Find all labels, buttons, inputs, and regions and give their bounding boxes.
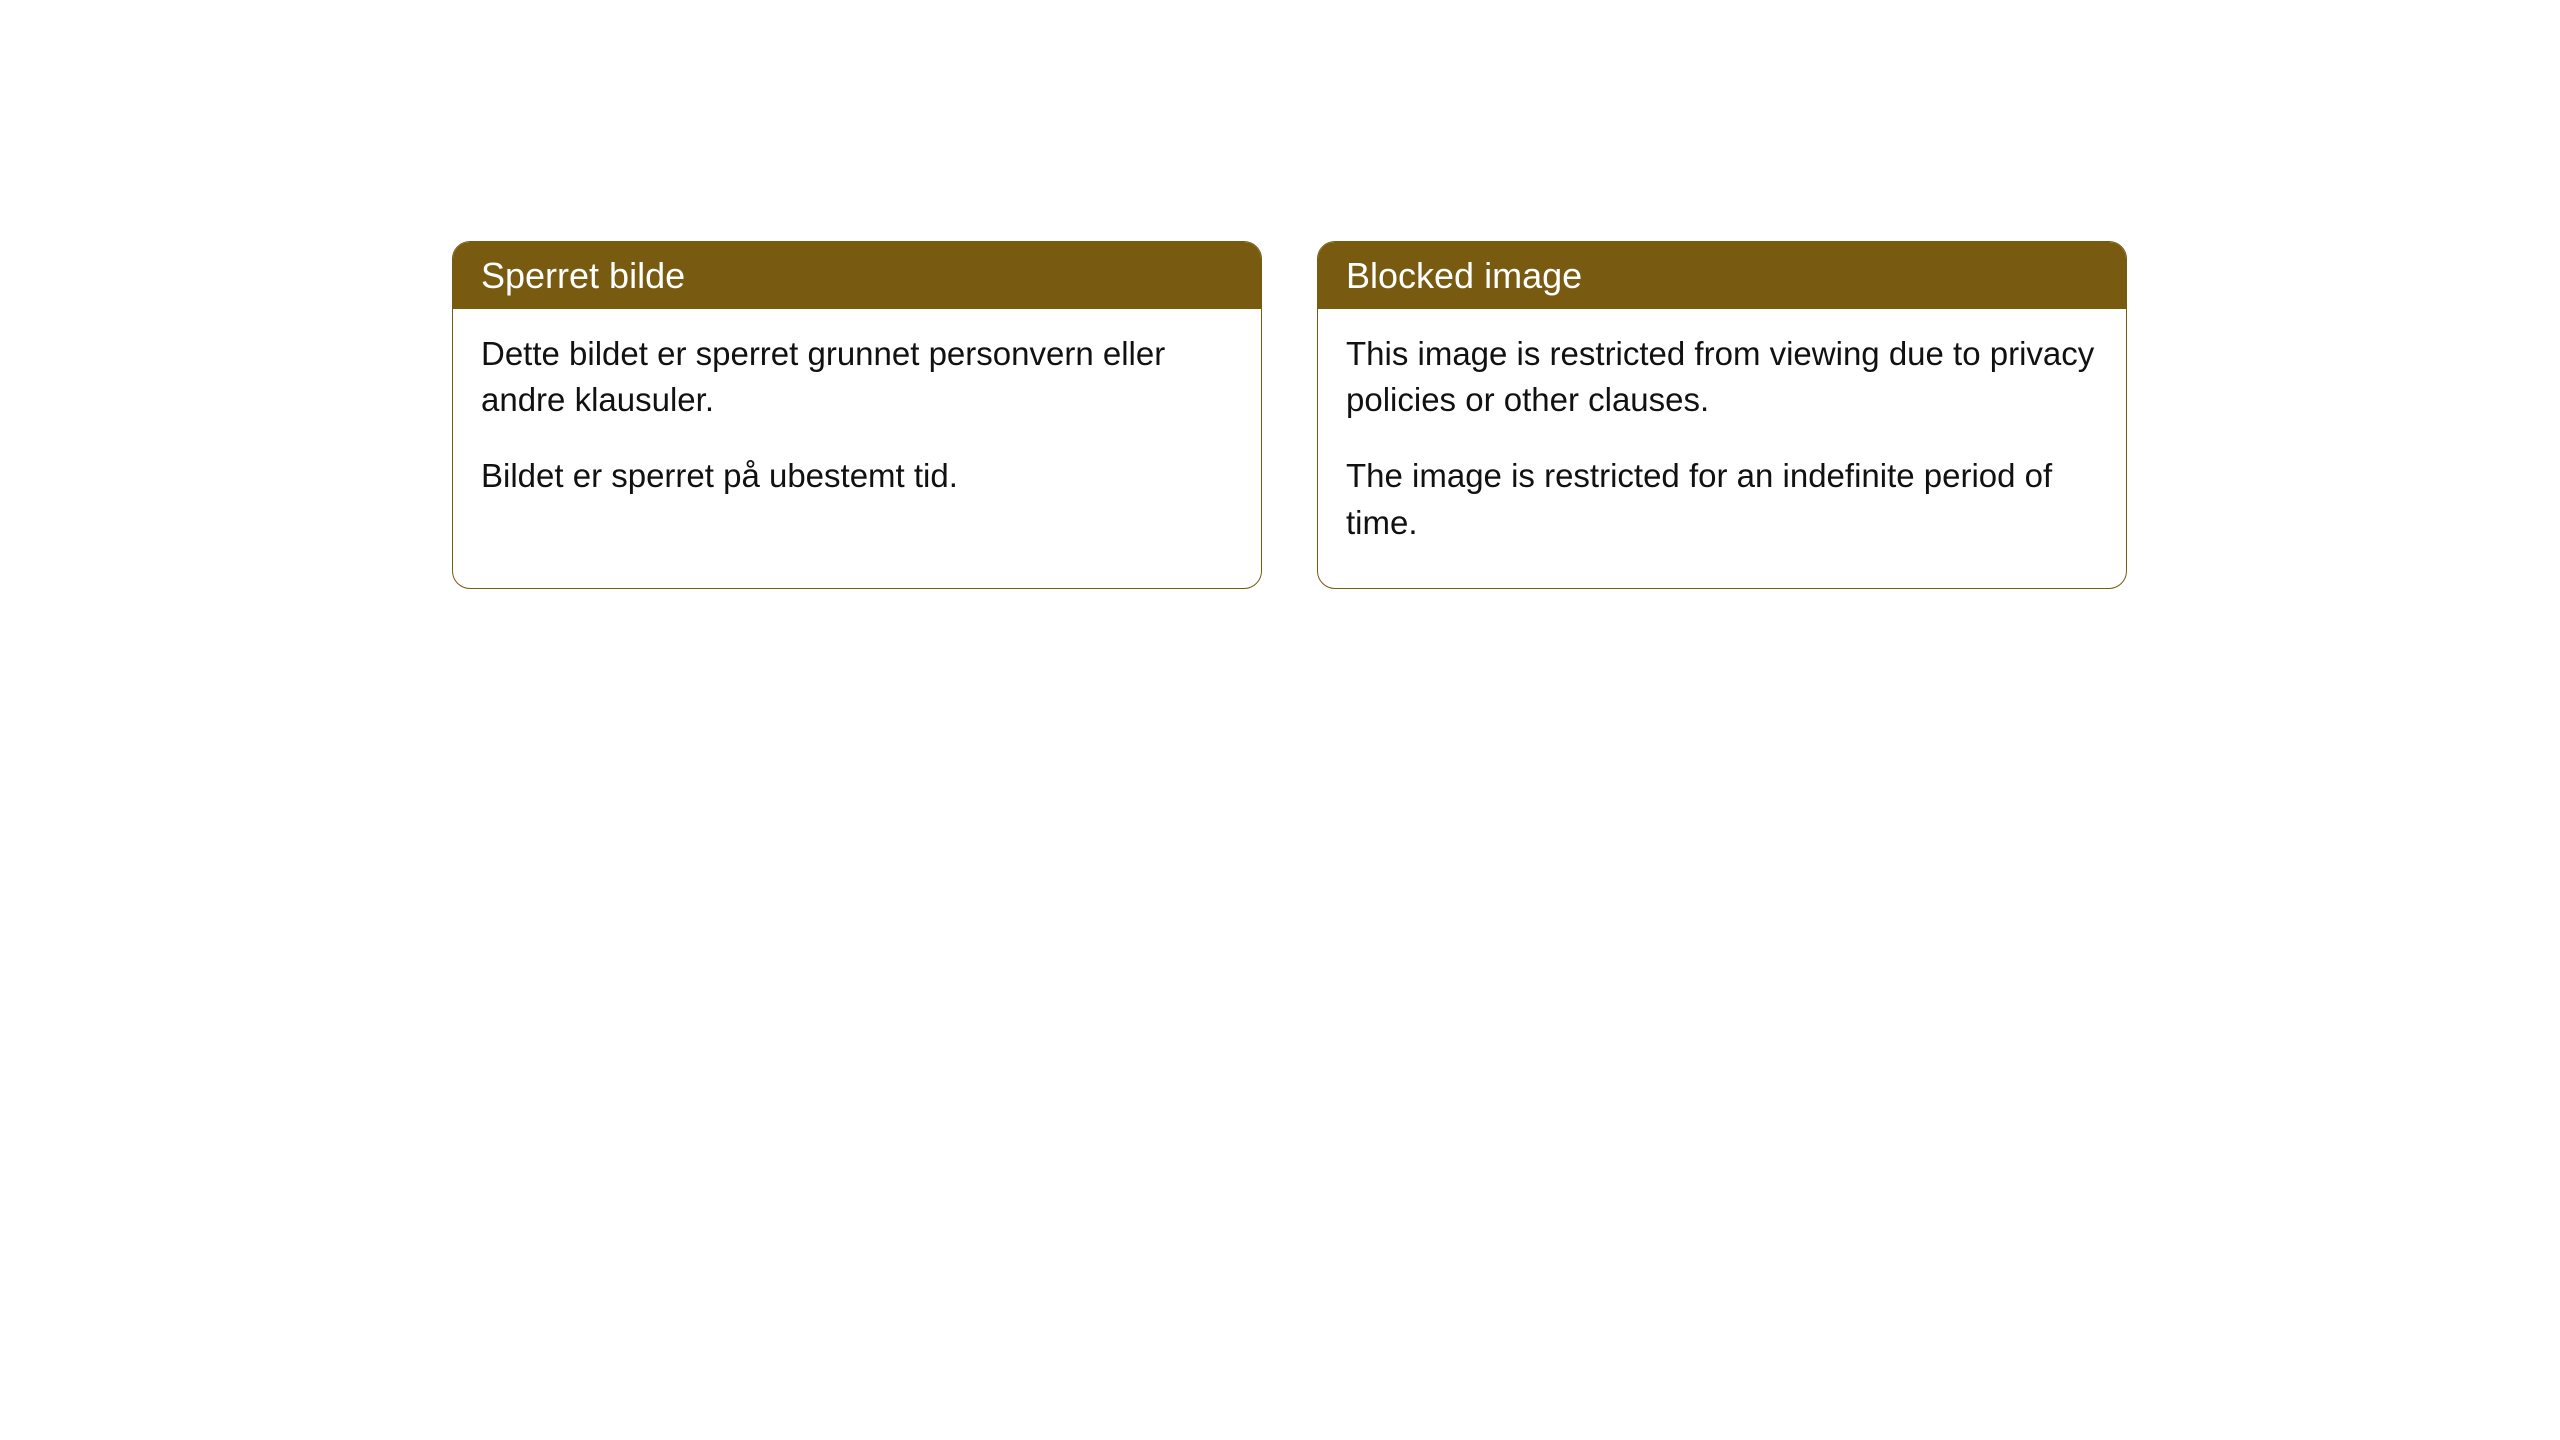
notice-card-english: Blocked image This image is restricted f… (1317, 241, 2127, 589)
card-paragraph: The image is restricted for an indefinit… (1346, 453, 2098, 545)
card-header: Sperret bilde (453, 242, 1261, 309)
notice-cards-container: Sperret bilde Dette bildet er sperret gr… (452, 241, 2127, 589)
card-paragraph: Dette bildet er sperret grunnet personve… (481, 331, 1233, 423)
card-title: Sperret bilde (481, 255, 685, 296)
card-header: Blocked image (1318, 242, 2126, 309)
card-body: This image is restricted from viewing du… (1318, 309, 2126, 588)
card-paragraph: This image is restricted from viewing du… (1346, 331, 2098, 423)
notice-card-norwegian: Sperret bilde Dette bildet er sperret gr… (452, 241, 1262, 589)
card-body: Dette bildet er sperret grunnet personve… (453, 309, 1261, 542)
card-title: Blocked image (1346, 255, 1582, 296)
card-paragraph: Bildet er sperret på ubestemt tid. (481, 453, 1233, 499)
